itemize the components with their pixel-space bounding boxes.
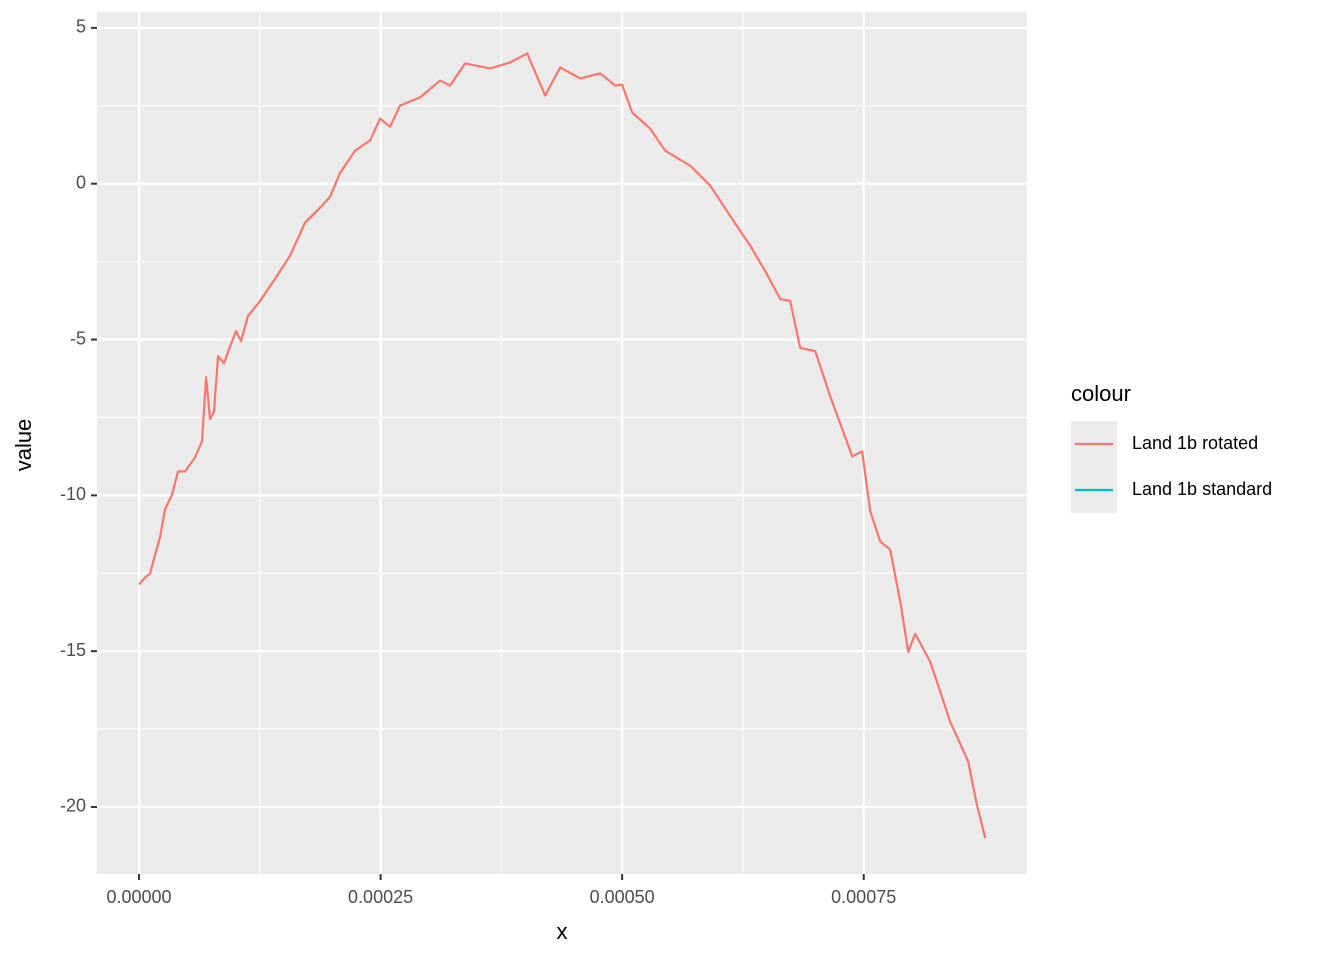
legend-title: colour (1071, 381, 1131, 406)
series-line (138, 52, 987, 839)
legend: colour Land 1b rotated Land 1b standard (1071, 381, 1272, 513)
x-axis-title: x (557, 919, 568, 944)
grid (97, 12, 1027, 874)
y-tick-label: -15 (60, 640, 86, 660)
y-tick-label: -10 (60, 484, 86, 504)
panel (97, 12, 1027, 874)
y-tick-label: -20 (60, 796, 86, 816)
x-tick-label: 0.00050 (590, 887, 655, 907)
legend-label: Land 1b rotated (1132, 433, 1258, 453)
axes: 0.00000 0.00025 0.00050 0.00075 5 0 -5 -10 -15 -2… (60, 17, 896, 907)
y-tick-label: 0 (76, 172, 86, 192)
marks (138, 52, 987, 839)
y-tick-label: -5 (70, 328, 86, 348)
y-axis-title: value (11, 419, 36, 472)
legend-label: Land 1b standard (1132, 479, 1272, 499)
x-tick-label: 0.00075 (831, 887, 896, 907)
y-tick-label: 5 (76, 17, 86, 37)
x-tick-label: 0.00000 (106, 887, 171, 907)
x-tick-label: 0.00025 (348, 887, 413, 907)
